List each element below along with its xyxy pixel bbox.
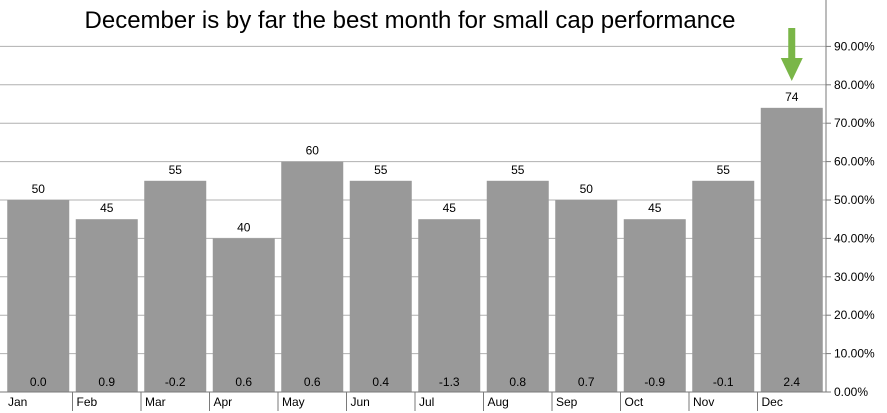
highlight-arrow xyxy=(780,28,803,81)
bar-inner-label: 0.0 xyxy=(30,375,47,389)
bar-inner-label: -1.3 xyxy=(439,375,460,389)
bar-inner-label: 2.4 xyxy=(783,375,800,389)
bar-value-label: 60 xyxy=(306,144,320,158)
x-tick-label: Dec xyxy=(762,395,783,409)
bar-inner-label: 0.7 xyxy=(578,375,595,389)
arrow-down-icon xyxy=(780,28,803,81)
bar-may xyxy=(281,161,344,392)
bar-value-label: 55 xyxy=(169,163,183,177)
y-tick-label: 10.00% xyxy=(834,347,875,361)
y-tick-label: 90.00% xyxy=(834,39,875,53)
bar-aug xyxy=(486,180,549,392)
bar-jun xyxy=(349,180,412,392)
axes xyxy=(0,0,831,411)
x-tick-label: Jun xyxy=(351,395,370,409)
y-tick-label: 80.00% xyxy=(834,78,875,92)
bar-apr xyxy=(212,238,275,392)
y-tick-label: 30.00% xyxy=(834,270,875,284)
x-tick-label: Jul xyxy=(419,395,434,409)
bar-dec xyxy=(760,107,823,392)
bar-feb xyxy=(75,219,138,392)
bar-jan xyxy=(7,200,70,392)
bar-inner-label: 0.8 xyxy=(509,375,526,389)
bar-value-label: 40 xyxy=(237,220,251,234)
bar-mar xyxy=(144,180,207,392)
bar-oct xyxy=(623,219,686,392)
bar-nov xyxy=(692,180,755,392)
bar-value-label: 74 xyxy=(785,90,799,104)
x-tick-label: May xyxy=(282,395,305,409)
bar-value-label: 45 xyxy=(648,201,662,215)
bar-value-label: 50 xyxy=(32,182,46,196)
x-tick-label: Mar xyxy=(145,395,166,409)
x-tick-label: Apr xyxy=(214,395,233,409)
chart-title: December is by far the best month for sm… xyxy=(85,7,736,34)
labels: 0.00% 10.00% 20.00% 30.00% 40.00% 50.00% 60.00… xyxy=(8,39,875,409)
bar-inner-label: -0.1 xyxy=(713,375,734,389)
bar-inner-label: -0.2 xyxy=(165,375,186,389)
y-tick-label: 20.00% xyxy=(834,308,875,322)
y-tick-label: 40.00% xyxy=(834,231,875,245)
bar-inner-label: -0.9 xyxy=(644,375,665,389)
bar-value-label: 55 xyxy=(374,163,388,177)
y-tick-label: 70.00% xyxy=(834,116,875,130)
bar-value-label: 50 xyxy=(580,182,594,196)
x-tick-label: Jan xyxy=(8,395,27,409)
x-tick-label: Aug xyxy=(488,395,509,409)
y-tick-label: 60.00% xyxy=(834,155,875,169)
bar-inner-label: 0.6 xyxy=(235,375,252,389)
bar-inner-label: 0.9 xyxy=(98,375,115,389)
bar-jul xyxy=(418,219,481,392)
bar-value-label: 55 xyxy=(511,163,525,177)
bar-value-label: 45 xyxy=(443,201,457,215)
y-tick-label: 0.00% xyxy=(834,385,868,399)
x-tick-label: Sep xyxy=(556,395,578,409)
y-tick-label: 50.00% xyxy=(834,193,875,207)
bar-inner-label: 0.6 xyxy=(304,375,321,389)
x-tick-label: Feb xyxy=(77,395,98,409)
bar-value-label: 55 xyxy=(717,163,731,177)
bars xyxy=(7,107,823,392)
bar-value-label: 45 xyxy=(100,201,114,215)
x-tick-label: Nov xyxy=(693,395,714,409)
bar-inner-label: 0.4 xyxy=(372,375,389,389)
bar-sep xyxy=(555,200,618,392)
x-tick-label: Oct xyxy=(625,395,644,409)
